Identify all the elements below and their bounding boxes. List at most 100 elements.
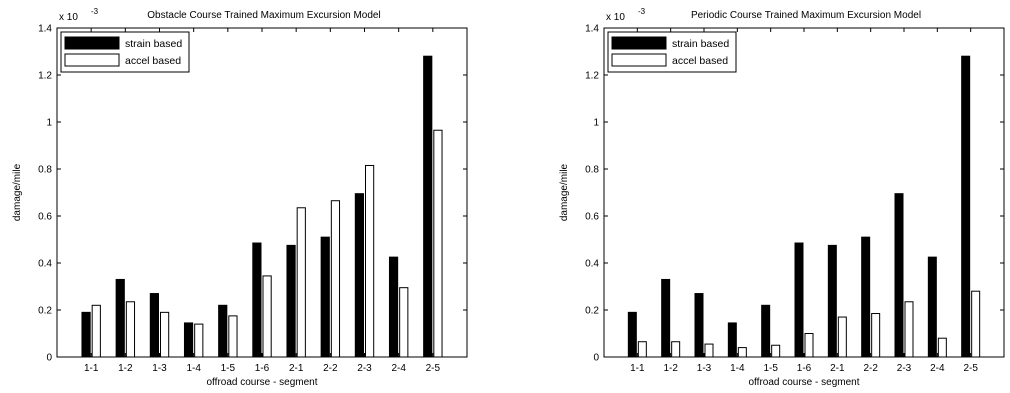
x-tick-label: 1-6 [255, 363, 270, 374]
bar-strain-1-1 [81, 311, 91, 358]
bar-strain-1-6 [252, 242, 262, 358]
bar-strain-1-4 [183, 322, 194, 358]
y-tick-label: 0 [46, 353, 52, 364]
y-exponent-label: -3 [638, 7, 646, 16]
y-axis-label: damage/mile [12, 163, 23, 221]
x-tick-label: 1-5 [763, 363, 778, 374]
x-tick-label: 2-1 [830, 363, 845, 374]
x-tick-label: 2-4 [930, 363, 945, 374]
y-tick-label: 1.2 [585, 71, 599, 82]
bar-strain-2-1 [827, 244, 837, 358]
bar-strain-1-4 [727, 322, 737, 358]
x-tick-label: 1-3 [152, 363, 167, 374]
x-tick-label: 2-5 [426, 363, 441, 374]
legend-swatch-accel [611, 53, 667, 67]
legend: strain based accel based [60, 31, 190, 73]
bar-accel-2-4 [937, 337, 947, 358]
x-tick-label: 2-3 [897, 363, 912, 374]
bar-accel-1-2 [671, 341, 681, 358]
bar-accel-2-3 [904, 301, 914, 358]
y-multiplier-label: x 10 [606, 12, 625, 23]
y-tick-label: 0.8 [38, 165, 52, 176]
y-tick-label: 1.4 [38, 24, 52, 35]
x-tick-label: 2-5 [963, 363, 978, 374]
bar-strain-2-1 [286, 244, 296, 358]
bar-strain-2-5 [423, 55, 433, 358]
chart-title: Periodic Course Trained Maximum Excursio… [691, 10, 921, 21]
bar-accel-1-5 [771, 344, 781, 358]
y-tick-label: 1.4 [585, 24, 599, 35]
chart-title: Obstacle Course Trained Maximum Excursio… [147, 10, 380, 21]
x-tick-label: 1-5 [221, 363, 236, 374]
y-multiplier-label: x 10 [59, 12, 78, 23]
bar-accel-2-1 [296, 207, 306, 358]
x-tick-label: 1-2 [118, 363, 133, 374]
bar-strain-1-2 [661, 278, 671, 358]
y-tick-label: 1 [593, 118, 599, 129]
bar-accel-1-4 [737, 347, 747, 358]
bar-accel-2-4 [399, 287, 409, 358]
bar-strain-2-4 [927, 256, 937, 358]
bar-accel-1-6 [804, 333, 814, 358]
legend-label-strain: strain based [125, 38, 182, 50]
legend-label-strain: strain based [672, 38, 729, 50]
bar-strain-2-3 [354, 193, 364, 358]
bar-accel-1-1 [637, 341, 647, 358]
y-tick-label: 1.2 [38, 71, 52, 82]
bar-strain-2-2 [320, 236, 330, 358]
y-tick-label: 0.6 [585, 212, 599, 223]
bar-accel-1-3 [704, 343, 714, 358]
bar-accel-2-5 [433, 129, 443, 358]
bar-strain-1-1 [627, 311, 637, 358]
bar-accel-2-5 [971, 290, 981, 358]
x-tick-label: 2-3 [357, 363, 372, 374]
y-tick-label: 0.4 [585, 259, 599, 270]
legend: strain based accel based [607, 31, 737, 73]
x-axis-label: offroad course - segment [207, 377, 318, 388]
y-tick-label: 0.8 [585, 165, 599, 176]
y-axis-label: damage/mile [559, 163, 570, 221]
bar-accel-2-2 [871, 313, 881, 358]
bar-accel-1-4 [194, 323, 204, 358]
legend-swatch-strain [64, 36, 120, 50]
x-tick-label: 1-2 [663, 363, 678, 374]
bar-strain-1-2 [115, 278, 125, 358]
bar-accel-1-6 [262, 275, 272, 358]
bar-strain-1-3 [149, 293, 160, 358]
bar-strain-1-5 [761, 304, 771, 358]
y-tick-label: 0.2 [585, 306, 599, 317]
x-tick-label: 1-3 [697, 363, 712, 374]
chart-1: Obstacle Course Trained Maximum Excursio… [12, 7, 468, 388]
bar-strain-2-2 [861, 236, 871, 358]
y-tick-label: 0.2 [38, 306, 52, 317]
bar-strain-1-6 [794, 242, 804, 358]
y-tick-label: 0.6 [38, 212, 52, 223]
x-axis-label: offroad course - segment [749, 377, 860, 388]
legend-swatch-strain [611, 36, 667, 50]
bar-accel-1-5 [228, 315, 238, 358]
bar-strain-2-5 [961, 55, 971, 358]
bar-accel-2-3 [365, 164, 375, 358]
legend-label-accel: accel based [672, 55, 728, 67]
y-tick-label: 0.4 [38, 259, 52, 270]
bar-strain-1-5 [218, 304, 228, 358]
x-tick-label: 1-1 [84, 363, 99, 374]
bar-accel-1-3 [160, 311, 170, 358]
x-tick-label: 2-2 [863, 363, 878, 374]
bar-accel-1-1 [91, 304, 101, 358]
bar-accel-1-2 [125, 301, 136, 358]
x-tick-label: 1-4 [730, 363, 745, 374]
bar-strain-2-3 [894, 193, 904, 358]
x-tick-label: 1-1 [630, 363, 645, 374]
legend-label-accel: accel based [125, 55, 181, 67]
y-exponent-label: -3 [91, 7, 99, 16]
bar-accel-2-1 [837, 316, 847, 358]
bar-strain-2-4 [388, 256, 399, 358]
x-tick-label: 1-6 [797, 363, 812, 374]
bar-strain-1-3 [694, 293, 704, 358]
x-tick-label: 2-2 [323, 363, 338, 374]
y-tick-label: 0 [593, 353, 599, 364]
bar-accel-2-2 [330, 200, 341, 358]
chart-2: Periodic Course Trained Maximum Excursio… [559, 7, 1005, 388]
